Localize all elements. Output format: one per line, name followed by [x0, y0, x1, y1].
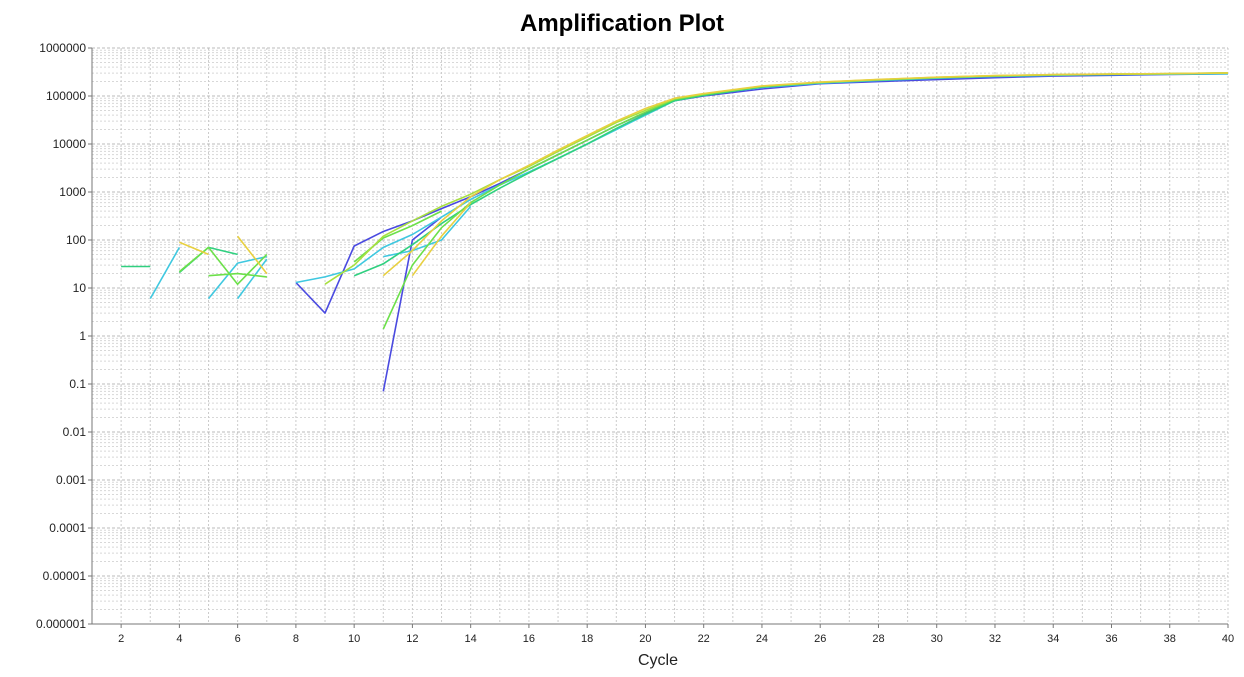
x-axis-label: Cycle — [637, 652, 678, 669]
x-tick-label: 20 — [639, 633, 651, 645]
x-tick-label: 2 — [118, 633, 124, 645]
x-tick-label: 16 — [523, 633, 535, 645]
series-line-6 — [382, 72, 1229, 277]
y-tick-label: 0.000001 — [36, 617, 86, 631]
series-line-2 — [236, 258, 268, 300]
y-tick-label: 0.01 — [63, 425, 87, 439]
y-tick-label: 1 — [79, 329, 86, 343]
x-tick-label: 12 — [406, 633, 418, 645]
x-tick-label: 14 — [465, 633, 477, 645]
x-tick-label: 34 — [1047, 633, 1059, 645]
series-line-6 — [179, 241, 209, 256]
y-tick-label: 0.00001 — [43, 569, 87, 583]
series-line-6 — [411, 202, 472, 277]
y-tick-label: 0.0001 — [49, 521, 86, 535]
x-tick-label: 30 — [931, 633, 943, 645]
x-tick-label: 22 — [698, 633, 710, 645]
y-tick-label: 1000000 — [39, 41, 86, 55]
y-tick-label: 0.1 — [69, 377, 86, 391]
chart-title: Amplification Plot — [520, 10, 724, 37]
y-tick-label: 10000 — [53, 137, 87, 151]
x-tick-label: 32 — [989, 633, 1001, 645]
series-line-6 — [236, 235, 268, 275]
series-line-1 — [382, 216, 442, 392]
series-line-2 — [149, 247, 181, 299]
series-line-2 — [207, 255, 267, 300]
x-tick-label: 6 — [235, 633, 241, 645]
x-tick-label: 38 — [1164, 633, 1176, 645]
x-tick-label: 10 — [348, 633, 360, 645]
x-tick-label: 36 — [1105, 633, 1117, 645]
x-tick-label: 28 — [872, 633, 884, 645]
x-tick-label: 18 — [581, 633, 593, 645]
y-tick-label: 10 — [73, 281, 87, 295]
y-tick-label: 100000 — [46, 89, 86, 103]
series-line-4 — [178, 246, 268, 286]
x-tick-label: 40 — [1222, 633, 1234, 645]
y-tick-label: 100 — [66, 233, 86, 247]
y-tick-label: 0.001 — [56, 473, 86, 487]
x-tick-label: 26 — [814, 633, 826, 645]
x-tick-label: 4 — [176, 633, 182, 645]
series-line-4 — [208, 272, 267, 278]
x-tick-label: 8 — [293, 633, 299, 645]
y-tick-label: 1000 — [59, 185, 86, 199]
x-tick-label: 24 — [756, 633, 768, 645]
